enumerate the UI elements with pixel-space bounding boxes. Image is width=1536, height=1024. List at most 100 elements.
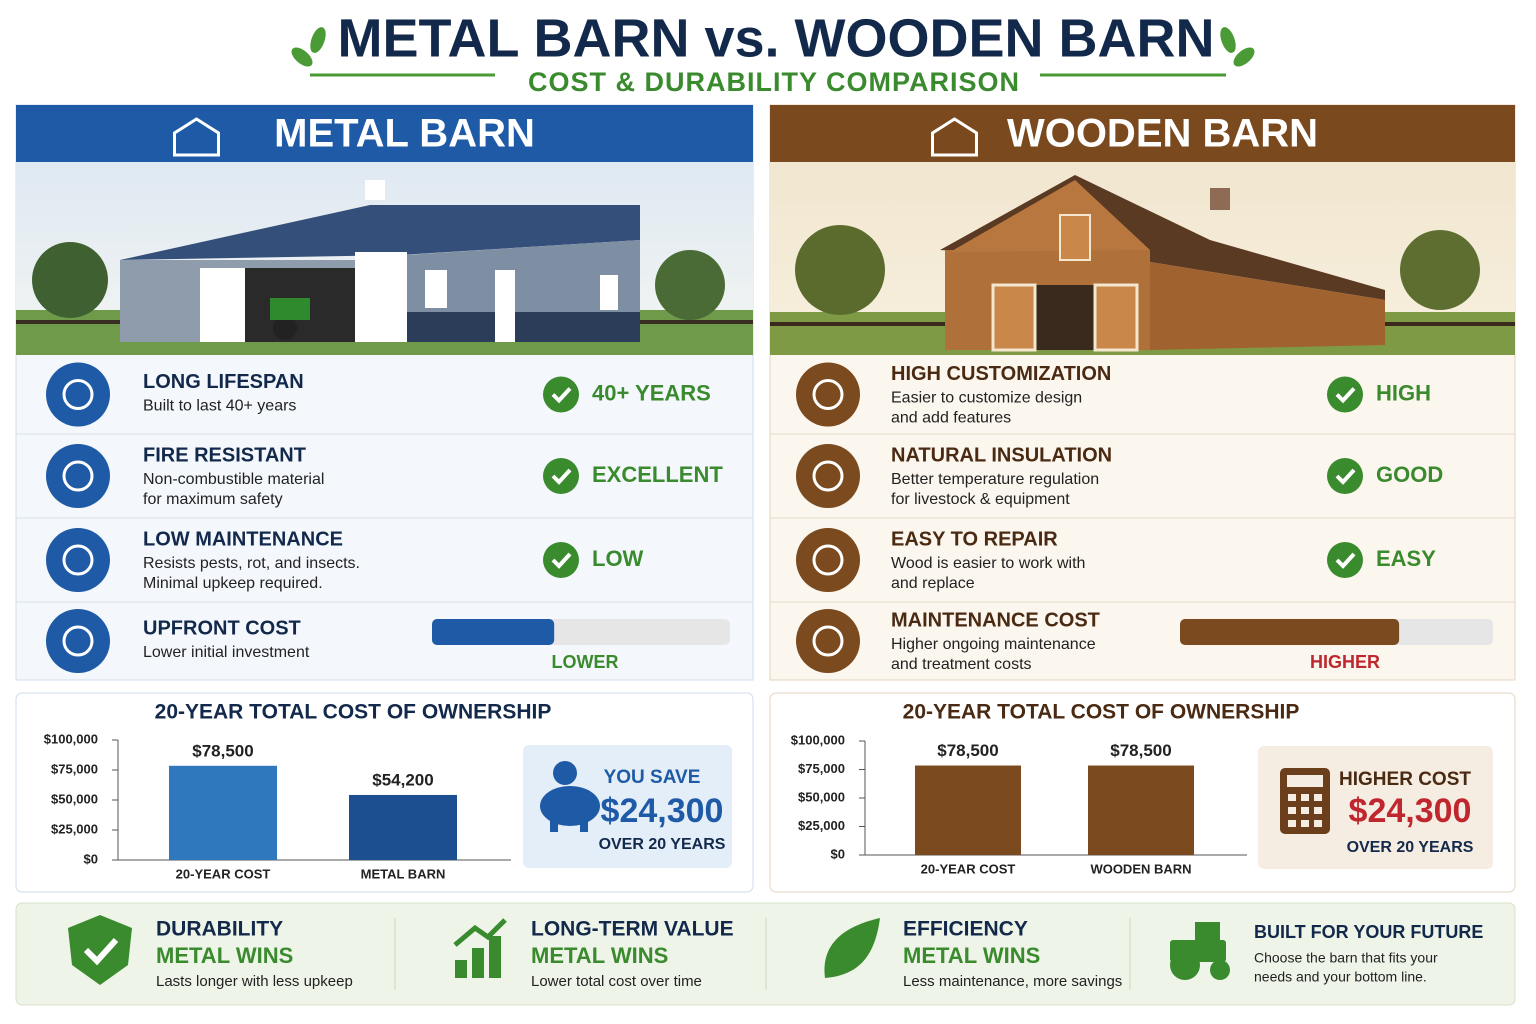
x-tick-label: WOODEN BARN — [1090, 861, 1191, 876]
feature-desc: Lower initial investment — [143, 644, 310, 661]
barn-icon — [931, 117, 978, 157]
footer-dividers — [394, 918, 1131, 990]
y-tick-label: $0 — [84, 851, 98, 866]
summary-label: YOU SAVE — [604, 767, 701, 788]
x-tick-label: 20-YEAR COST — [176, 866, 271, 881]
bar-value-label: $78,500 — [192, 741, 253, 760]
meter-fill — [432, 619, 555, 645]
feature-title: LOW MAINTENANCE — [143, 528, 343, 550]
bar-value-label: $54,200 — [372, 770, 433, 789]
y-tick-label: $100,000 — [44, 731, 98, 746]
footer-title: DURABILITY — [156, 918, 283, 941]
footer-desc: Lower total cost over time — [531, 973, 702, 990]
feature-desc: and replace — [891, 575, 975, 592]
check-mark — [1335, 387, 1356, 404]
footer-desc: Lasts longer with less upkeep — [156, 973, 353, 990]
feature-icon — [796, 444, 860, 508]
bar-value-label: $78,500 — [937, 741, 998, 760]
wooden-barn-image — [770, 162, 1515, 355]
bar — [169, 765, 277, 860]
feature-title: FIRE RESISTANT — [143, 444, 306, 466]
y-tick-label: $50,000 — [51, 791, 98, 806]
barn-icon — [173, 117, 220, 157]
bar — [915, 765, 1021, 855]
y-tick-label: $0 — [831, 846, 845, 861]
summary-label: HIGHER COST — [1339, 769, 1471, 790]
check-mark — [1335, 552, 1356, 569]
feature-icon-glyph — [812, 460, 844, 492]
feature-desc: for maximum safety — [143, 491, 283, 508]
feature-title: UPFRONT COST — [143, 617, 301, 639]
feature-desc: and add features — [891, 410, 1011, 427]
subtitle: COST & DURABILITY COMPARISON — [528, 67, 1020, 97]
footer-result: METAL WINS — [531, 943, 668, 968]
feature-rating: GOOD — [1376, 462, 1443, 487]
y-tick-label: $100,000 — [791, 732, 845, 747]
bar — [349, 794, 457, 860]
metal-barn-image — [16, 162, 753, 355]
feature-desc: Non-combustible material — [143, 471, 324, 488]
footer-desc: Choose the barn that fits your — [1254, 950, 1438, 966]
x-tick-label: 20-YEAR COST — [921, 861, 1016, 876]
feature-icon — [796, 362, 860, 427]
feature-icon-glyph — [62, 460, 94, 492]
panel-title: METAL BARN — [274, 112, 535, 156]
footer-icons — [68, 915, 1230, 985]
feature-icon — [46, 609, 110, 673]
feature-rating: EASY — [1376, 546, 1436, 571]
piggy-icon — [540, 761, 600, 832]
feature-title: NATURAL INSULATION — [891, 444, 1112, 466]
panel-header — [16, 105, 753, 162]
row-separators — [16, 433, 753, 603]
feature-icon-glyph — [812, 625, 844, 657]
check-icon — [543, 376, 579, 413]
feature-desc: Easier to customize design — [891, 390, 1082, 407]
check-icon — [543, 542, 579, 578]
feature-title: LONG LIFESPAN — [143, 371, 304, 393]
summary-amount: $24,300 — [1349, 792, 1472, 830]
meter-level: LOWER — [552, 652, 619, 672]
meter-level: HIGHER — [1310, 652, 1380, 672]
feature-desc: Higher ongoing maintenance — [891, 636, 1096, 653]
feature-icon-glyph — [62, 625, 94, 657]
feature-desc: Minimal upkeep required. — [143, 575, 323, 592]
feature-icon — [46, 444, 110, 508]
y-tick-label: $75,000 — [51, 761, 98, 776]
footer-desc: needs and your bottom line. — [1254, 969, 1427, 985]
y-tick-label: $50,000 — [798, 789, 845, 804]
summary-note: OVER 20 YEARS — [599, 836, 726, 853]
footer-result: METAL WINS — [156, 943, 293, 968]
meter-fill — [1180, 619, 1400, 645]
feature-icon — [46, 362, 110, 427]
feature-desc: Resists pests, rot, and insects. — [143, 555, 360, 572]
footer-result: METAL WINS — [903, 943, 1040, 968]
bar — [1088, 765, 1194, 855]
check-icon — [1327, 542, 1363, 578]
feature-title: MAINTENANCE COST — [891, 609, 1100, 631]
feature-desc: and treatment costs — [891, 656, 1032, 673]
feature-icon-glyph — [62, 379, 94, 410]
check-icon — [543, 458, 579, 494]
panel-header — [770, 105, 1515, 162]
check-icon — [1327, 376, 1363, 413]
feature-title: HIGH CUSTOMIZATION — [891, 363, 1111, 385]
footer-desc: Less maintenance, more savings — [903, 973, 1122, 990]
feature-icon — [796, 609, 860, 673]
feature-icon-glyph — [62, 544, 94, 576]
feature-rating: LOW — [592, 546, 644, 571]
summary-amount: $24,300 — [601, 792, 724, 830]
bar-value-label: $78,500 — [1110, 741, 1171, 760]
feature-icon — [46, 528, 110, 592]
feature-rating: HIGH — [1376, 380, 1431, 405]
footer-title: LONG-TERM VALUE — [531, 918, 734, 941]
chart-title: 20-YEAR TOTAL COST OF OWNERSHIP — [903, 701, 1300, 724]
feature-icon-glyph — [812, 544, 844, 576]
y-tick-label: $75,000 — [798, 761, 845, 776]
chart-title: 20-YEAR TOTAL COST OF OWNERSHIP — [155, 701, 552, 724]
feature-rating: EXCELLENT — [592, 462, 723, 487]
feature-desc: Built to last 40+ years — [143, 398, 296, 415]
check-icon — [1327, 458, 1363, 494]
feature-icon — [796, 528, 860, 592]
feature-desc: Better temperature regulation — [891, 471, 1099, 488]
